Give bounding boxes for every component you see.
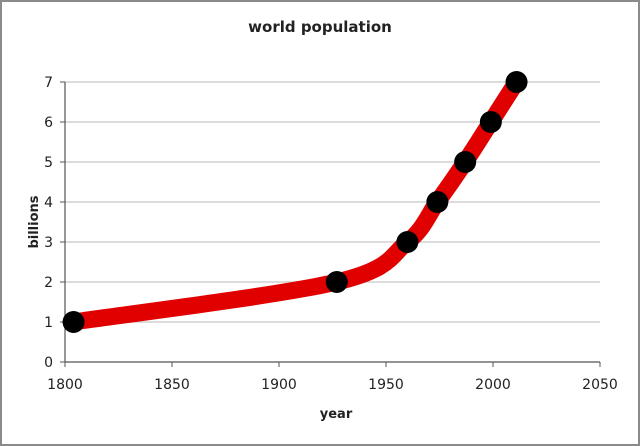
y-axis-label: billions — [27, 195, 42, 248]
data-point-marker — [62, 311, 85, 333]
y-tick-label: 5 — [44, 155, 53, 171]
y-axis-ticks: 0 1 2 3 4 5 6 7 — [44, 75, 65, 371]
chart-title: world population — [248, 18, 392, 36]
x-axis-ticks: 1800 1850 1900 1950 2000 2050 — [47, 362, 618, 393]
x-tick-label: 2050 — [582, 377, 618, 393]
y-tick-label: 4 — [44, 195, 53, 211]
y-tick-label: 7 — [44, 75, 53, 91]
x-tick-label: 1900 — [261, 377, 297, 393]
data-point-marker — [505, 71, 528, 93]
data-point-marker — [325, 271, 348, 293]
x-axis-label: year — [320, 407, 353, 422]
y-tick-label: 6 — [44, 115, 53, 131]
data-point-marker — [479, 111, 502, 133]
y-tick-label: 1 — [44, 315, 53, 331]
data-point-marker — [426, 191, 449, 213]
y-tick-label: 0 — [44, 355, 53, 371]
x-tick-label: 1800 — [47, 377, 83, 393]
data-series — [62, 71, 528, 333]
x-tick-label: 1950 — [368, 377, 404, 393]
data-point-marker — [454, 151, 477, 173]
x-tick-label: 1850 — [154, 377, 190, 393]
data-point-marker — [396, 231, 419, 253]
x-tick-label: 2000 — [475, 377, 511, 393]
y-tick-label: 2 — [44, 275, 53, 291]
y-tick-label: 3 — [44, 235, 53, 251]
